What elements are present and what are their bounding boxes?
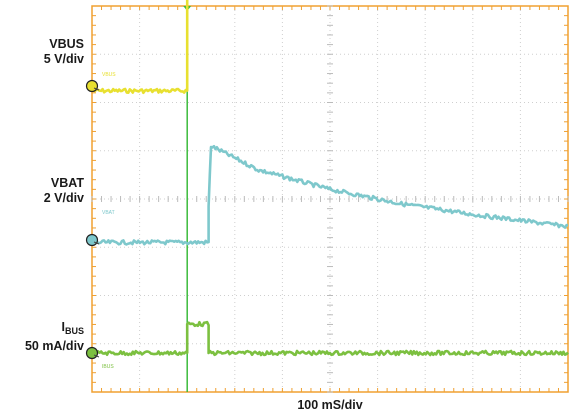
ground-marker-tail [93, 241, 100, 245]
trace-vbat [91, 144, 569, 246]
x-axis-label: 100 mS/div [297, 398, 363, 412]
trace-tag-ibus: IBUS [102, 364, 114, 370]
vbus-name: VBUS [49, 37, 84, 51]
trace-ibus [90, 320, 569, 357]
trace-vbus [92, 0, 189, 95]
ibus-name: IBUS [61, 320, 85, 336]
trace-tag-vbat: VBAT [102, 210, 115, 216]
ground-marker-vbus [85, 79, 99, 93]
vbat-channel-label: VBAT 2 V/div [8, 176, 84, 206]
ibus-scale: 50 mA/div [24, 339, 84, 353]
ground-marker-tail [93, 354, 100, 358]
ground-marker-tail [93, 87, 100, 91]
ibus-channel-label: IBUS 50 mA/div [0, 320, 84, 354]
ground-marker-vbat [85, 233, 99, 247]
vbat-name: VBAT [50, 176, 84, 190]
vbat-scale: 2 V/div [43, 191, 84, 205]
vbus-scale: 5 V/div [43, 52, 84, 66]
trace-tag-vbus: VBUS [102, 72, 116, 78]
vbus-channel-label: VBUS 5 V/div [8, 37, 84, 67]
ground-marker-ibus [85, 346, 99, 360]
